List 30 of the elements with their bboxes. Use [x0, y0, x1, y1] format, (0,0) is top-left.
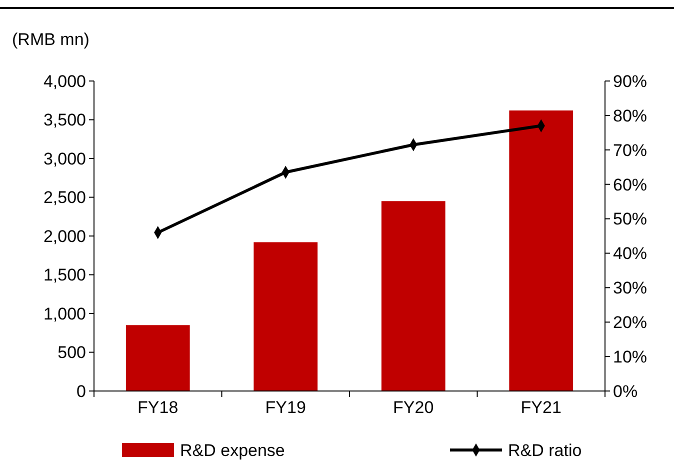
y-tick-label: 3,500	[43, 110, 86, 130]
legend-label: R&D ratio	[508, 441, 582, 460]
bar	[381, 201, 446, 391]
y2-tick-label: 80%	[613, 106, 648, 126]
x-tick-label: FY18	[138, 398, 178, 417]
y2-tick-label: 60%	[613, 175, 648, 194]
y-tick-label: 1,500	[43, 266, 86, 285]
bar	[254, 242, 318, 391]
bar	[509, 110, 574, 391]
y-tick-label: 4,000	[43, 72, 86, 91]
x-tick-label: FY21	[520, 398, 562, 417]
y2-tick-label: 30%	[613, 278, 648, 298]
y2-tick-label: 0%	[613, 382, 638, 401]
y-tick-label: 1,000	[43, 304, 86, 324]
x-tick-label: FY19	[265, 398, 306, 417]
y2-tick-label: 70%	[613, 140, 648, 160]
legend-label: R&D expense	[180, 441, 285, 460]
y-tick-label: 0	[76, 382, 86, 401]
y2-tick-label: 90%	[613, 72, 648, 91]
y-tick-label: 2,000	[43, 226, 86, 246]
y2-tick-label: 40%	[613, 244, 648, 264]
y-tick-label: 3,000	[43, 149, 86, 168]
y2-tick-label: 20%	[613, 313, 648, 332]
y-tick-label: 500	[58, 343, 86, 362]
bar	[126, 325, 190, 391]
x-tick-label: FY20	[393, 398, 434, 417]
y-axis-title: (RMB mn)	[12, 30, 90, 49]
y2-tick-label: 10%	[613, 348, 648, 367]
y2-tick-label: 50%	[613, 210, 648, 229]
y-tick-label: 2,500	[43, 188, 86, 208]
